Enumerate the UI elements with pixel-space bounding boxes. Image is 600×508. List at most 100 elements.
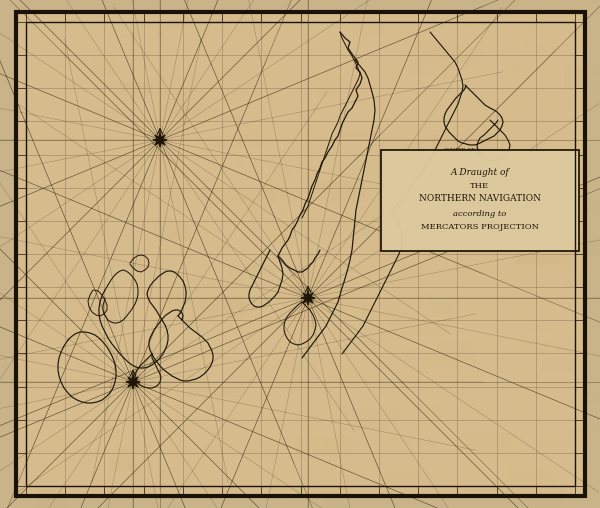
- Bar: [568, 167, 584, 173]
- Bar: [274, 170, 292, 186]
- Bar: [462, 263, 470, 276]
- Bar: [563, 153, 581, 158]
- Bar: [154, 221, 187, 241]
- Bar: [42, 162, 93, 183]
- Bar: [92, 59, 116, 75]
- Bar: [565, 280, 581, 288]
- Bar: [257, 185, 271, 198]
- Bar: [448, 188, 481, 200]
- Bar: [339, 460, 348, 465]
- Bar: [437, 249, 454, 258]
- Bar: [563, 66, 600, 90]
- Bar: [268, 486, 292, 500]
- Bar: [247, 24, 271, 41]
- Text: THE: THE: [470, 182, 490, 190]
- Bar: [431, 292, 453, 316]
- Bar: [315, 81, 338, 98]
- Bar: [269, 189, 317, 203]
- Bar: [432, 130, 490, 149]
- Bar: [383, 169, 417, 172]
- Bar: [457, 233, 493, 236]
- Bar: [263, 103, 308, 117]
- Bar: [428, 205, 483, 224]
- Bar: [460, 489, 506, 492]
- Bar: [91, 109, 124, 114]
- Bar: [73, 379, 79, 404]
- Bar: [226, 83, 263, 102]
- Bar: [405, 348, 425, 360]
- Bar: [429, 340, 442, 347]
- Bar: [308, 327, 343, 330]
- Bar: [199, 26, 244, 32]
- Bar: [112, 428, 121, 441]
- Bar: [143, 199, 197, 212]
- Bar: [535, 440, 589, 451]
- Bar: [388, 320, 447, 335]
- Bar: [188, 387, 244, 397]
- Bar: [390, 263, 422, 285]
- Bar: [173, 190, 220, 209]
- Bar: [76, 243, 113, 251]
- Bar: [400, 146, 415, 165]
- Text: NORTHERN NAVIGATION: NORTHERN NAVIGATION: [419, 194, 541, 203]
- Bar: [426, 294, 461, 313]
- Bar: [509, 467, 556, 486]
- Bar: [124, 264, 149, 272]
- Bar: [134, 463, 151, 485]
- Bar: [292, 485, 346, 495]
- Bar: [175, 102, 217, 107]
- Bar: [424, 152, 439, 168]
- Bar: [431, 325, 448, 332]
- Bar: [227, 13, 246, 23]
- Bar: [232, 193, 278, 201]
- Bar: [358, 329, 383, 346]
- Bar: [575, 206, 600, 212]
- Bar: [496, 193, 513, 198]
- Bar: [323, 441, 376, 452]
- Bar: [377, 471, 433, 484]
- Bar: [284, 359, 304, 370]
- Bar: [306, 74, 346, 82]
- Bar: [561, 397, 600, 408]
- Bar: [289, 265, 341, 288]
- Bar: [584, 84, 600, 91]
- Bar: [147, 69, 154, 83]
- Bar: [526, 44, 568, 52]
- Text: A Draught of: A Draught of: [451, 168, 509, 177]
- Bar: [337, 366, 352, 377]
- Polygon shape: [153, 133, 167, 147]
- Bar: [431, 46, 485, 65]
- Bar: [296, 447, 311, 462]
- Bar: [325, 492, 351, 508]
- Bar: [162, 299, 193, 312]
- Bar: [381, 150, 579, 251]
- Bar: [159, 88, 208, 113]
- Bar: [523, 221, 579, 237]
- Bar: [183, 109, 239, 119]
- Text: MERCATORS PROJECTION: MERCATORS PROJECTION: [421, 223, 539, 231]
- Bar: [185, 492, 203, 497]
- Bar: [35, 476, 59, 487]
- Bar: [107, 82, 148, 97]
- Bar: [398, 169, 421, 190]
- Bar: [235, 156, 243, 165]
- Bar: [340, 132, 377, 137]
- Bar: [409, 60, 430, 75]
- Bar: [155, 89, 166, 106]
- Bar: [53, 391, 74, 399]
- Bar: [413, 41, 455, 59]
- Bar: [113, 344, 172, 361]
- Bar: [373, 206, 401, 227]
- Bar: [19, 348, 74, 367]
- Bar: [362, 301, 410, 315]
- Bar: [246, 206, 287, 216]
- Bar: [110, 459, 131, 471]
- Bar: [204, 406, 217, 414]
- Bar: [506, 483, 565, 506]
- Bar: [82, 448, 90, 472]
- Bar: [168, 109, 200, 119]
- Bar: [122, 450, 157, 463]
- Bar: [159, 230, 180, 253]
- Polygon shape: [126, 375, 140, 389]
- Bar: [556, 333, 562, 350]
